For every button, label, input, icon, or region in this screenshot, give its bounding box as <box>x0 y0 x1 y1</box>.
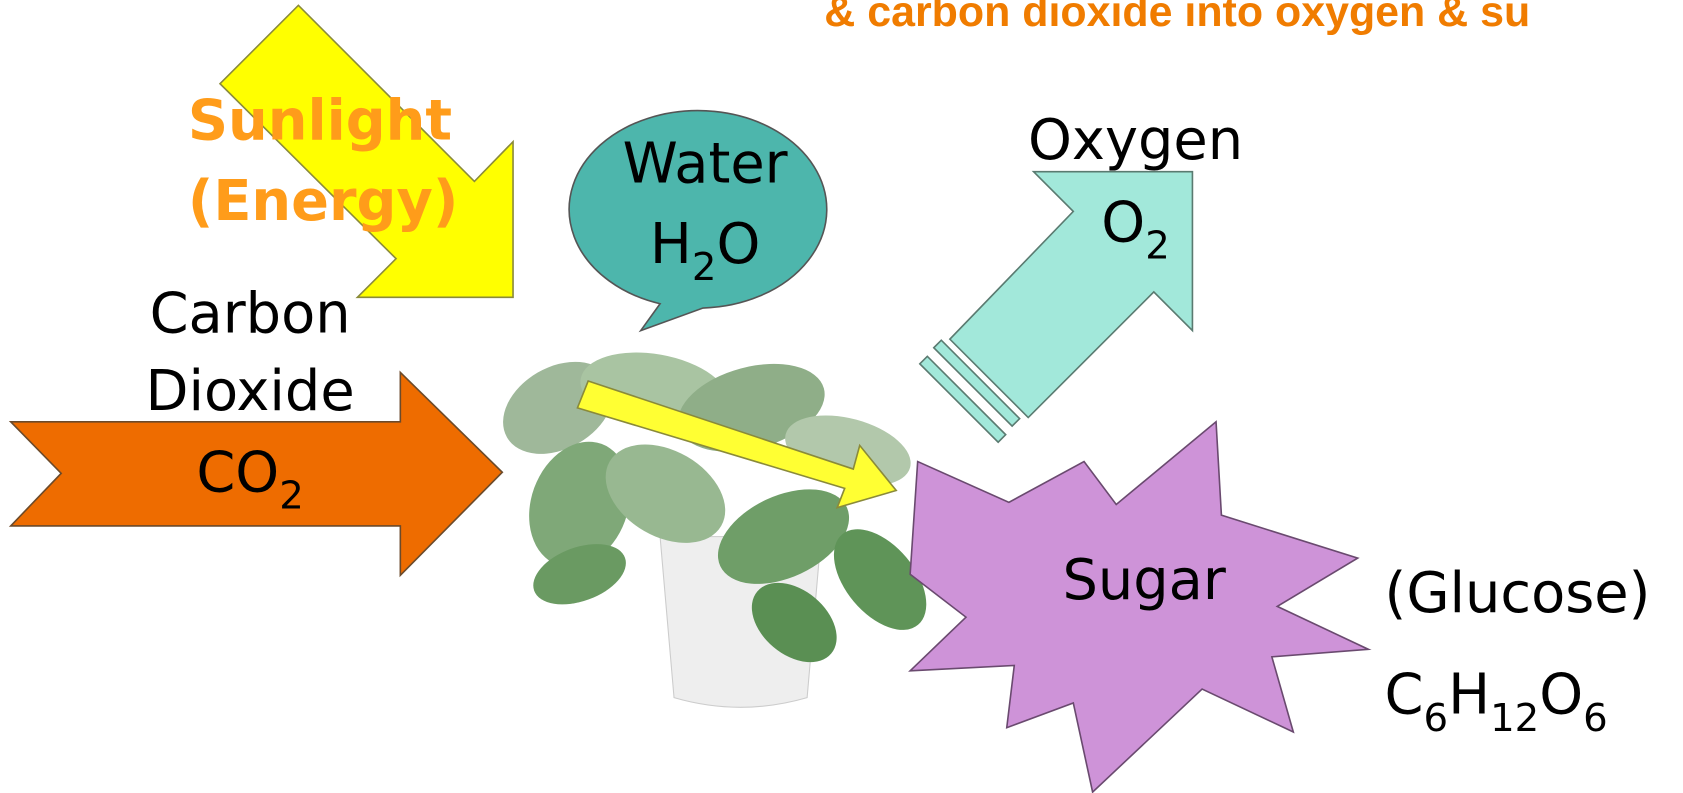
oxygen-label: Oxygen <box>1028 108 1243 173</box>
formula-subscript: 2 <box>279 474 304 519</box>
sunlight-label: Sunlight <box>188 89 452 154</box>
formula-symbol: O <box>1539 663 1583 728</box>
formula-symbol: H <box>1448 663 1490 728</box>
water-label: Water <box>623 131 788 196</box>
formula-symbol: O <box>716 212 760 277</box>
sugar-label: Sugar <box>1062 548 1225 613</box>
sunlight-label: (Energy) <box>188 169 459 234</box>
glucose-label: (Glucose) <box>1385 561 1651 626</box>
formula-symbol: CO <box>196 441 279 506</box>
formula-subscript: 12 <box>1490 696 1539 741</box>
title: & carbon dioxide into oxygen & su <box>824 0 1530 36</box>
formula-subscript: 2 <box>692 245 717 290</box>
oxygen-arrow <box>950 172 1193 418</box>
co2-label: Carbon <box>150 282 351 347</box>
formula-subscript: 6 <box>1583 696 1608 741</box>
formula-subscript: 6 <box>1424 696 1449 741</box>
co2-label: Dioxide <box>146 359 355 424</box>
diagram: & carbon dioxide into oxygen & su Sunlig… <box>0 0 1683 793</box>
formula-subscript: 2 <box>1145 224 1170 269</box>
glucose-formula: C6H12O6 <box>1385 663 1608 741</box>
formula-symbol: H <box>650 212 692 277</box>
formula-symbol: C <box>1385 663 1424 728</box>
plant <box>487 342 945 708</box>
formula-symbol: O <box>1101 190 1145 255</box>
canvas: & carbon dioxide into oxygen & su Sunlig… <box>11 0 1651 792</box>
